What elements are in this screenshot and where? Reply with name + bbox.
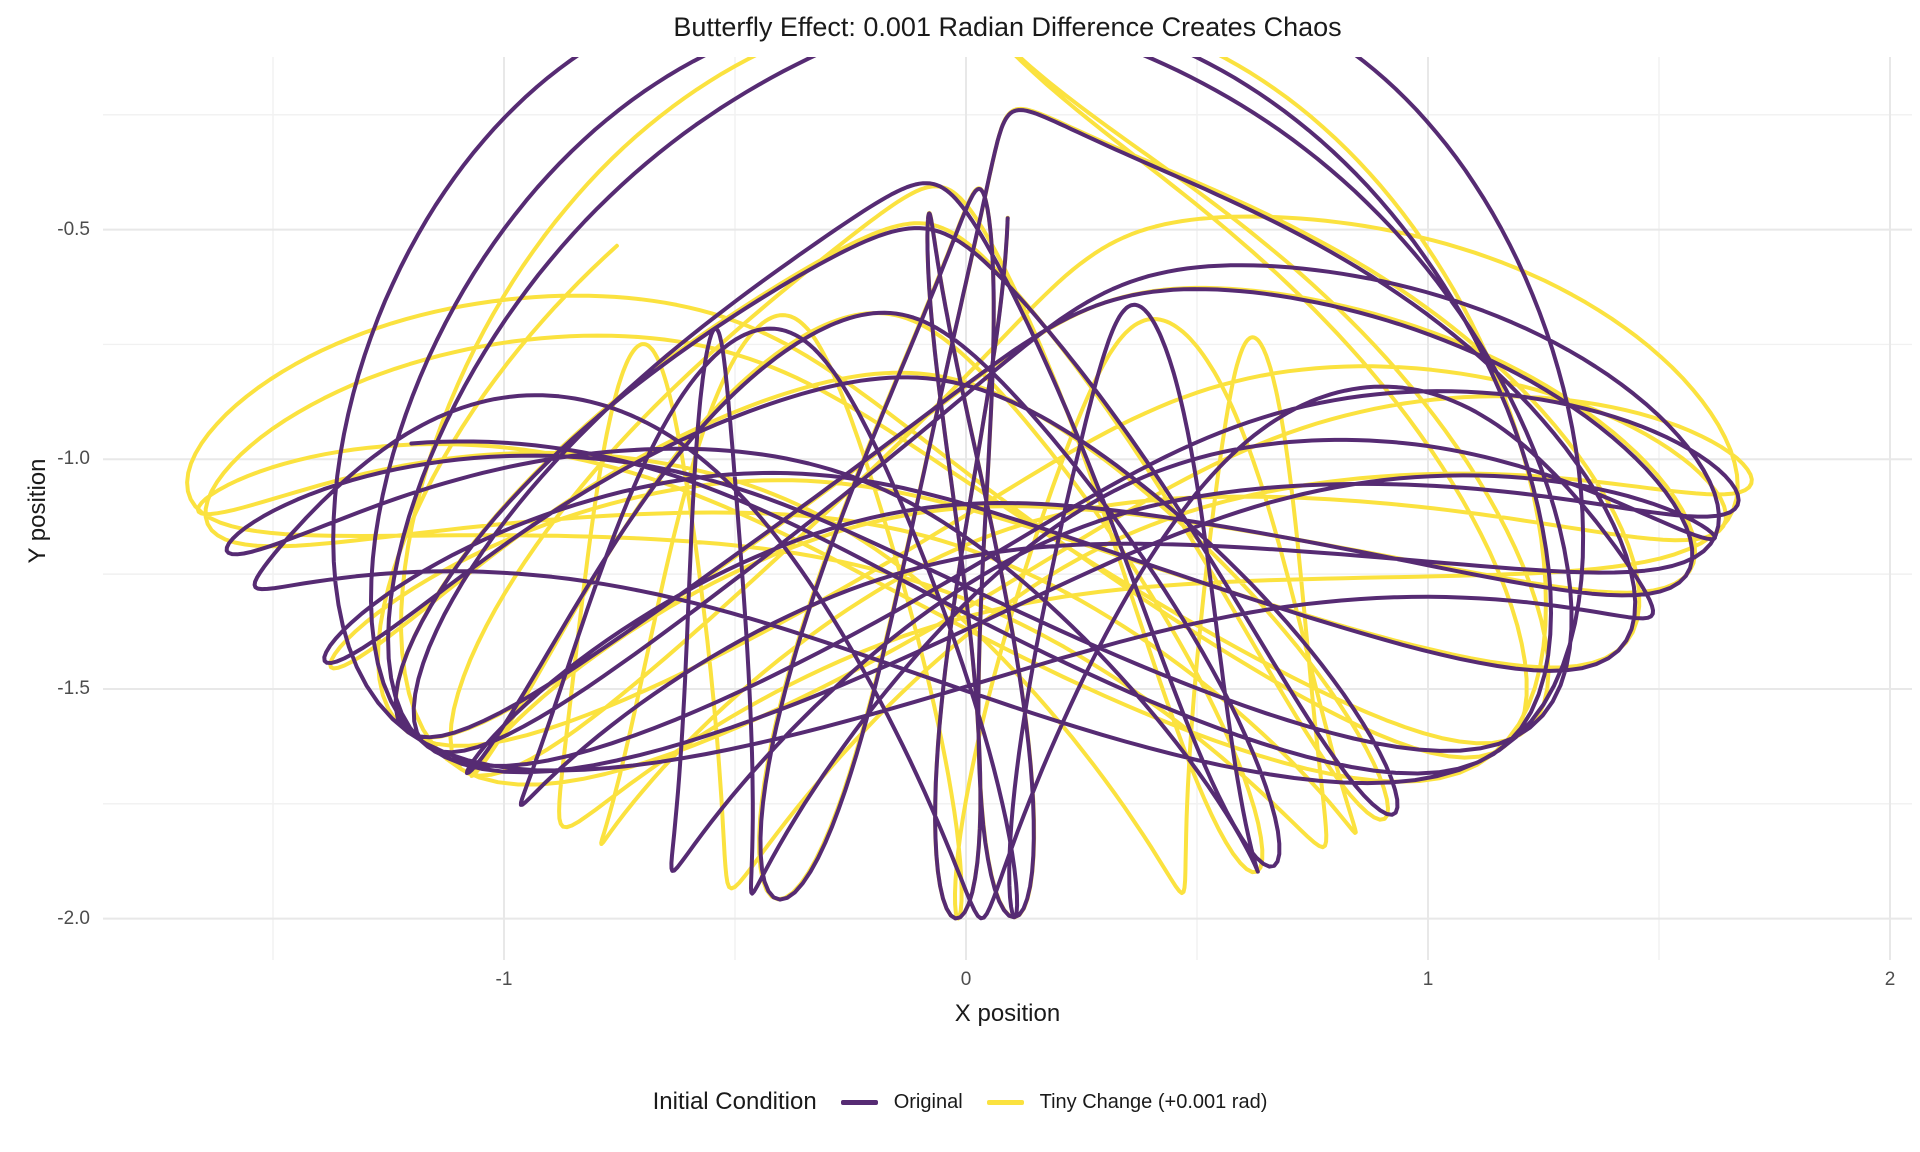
y-tick-label: -1.5 — [57, 677, 90, 699]
legend-item-label: Original — [893, 1090, 963, 1113]
legend: Initial Condition Original Tiny Change (… — [0, 1088, 1920, 1116]
x-tick-label: -1 — [495, 969, 513, 990]
x-axis-title: X position — [954, 1000, 1061, 1027]
series-path-0 — [224, 57, 1741, 921]
plot-title: Butterfly Effect: 0.001 Radian Differenc… — [673, 12, 1342, 42]
y-tick-label: -1.0 — [57, 448, 90, 470]
x-tick-label: 0 — [960, 969, 972, 990]
legend-title: Initial Condition — [652, 1088, 817, 1115]
x-tick-label: 2 — [1884, 969, 1896, 990]
x-tick-label: 1 — [1422, 969, 1434, 990]
legend-item-label: Tiny Change (+0.001 rad) — [1039, 1090, 1268, 1113]
y-axis-title: Y position — [24, 458, 51, 564]
legend-line-swatch-original — [840, 1099, 878, 1105]
legend-item-original: Original — [840, 1090, 963, 1114]
y-tick-label: -2.0 — [57, 907, 90, 929]
y-tick-label: -0.5 — [57, 218, 90, 240]
legend-item-tiny-change: Tiny Change (+0.001 rad) — [986, 1090, 1268, 1114]
legend-line-swatch-tiny-change — [986, 1099, 1024, 1105]
